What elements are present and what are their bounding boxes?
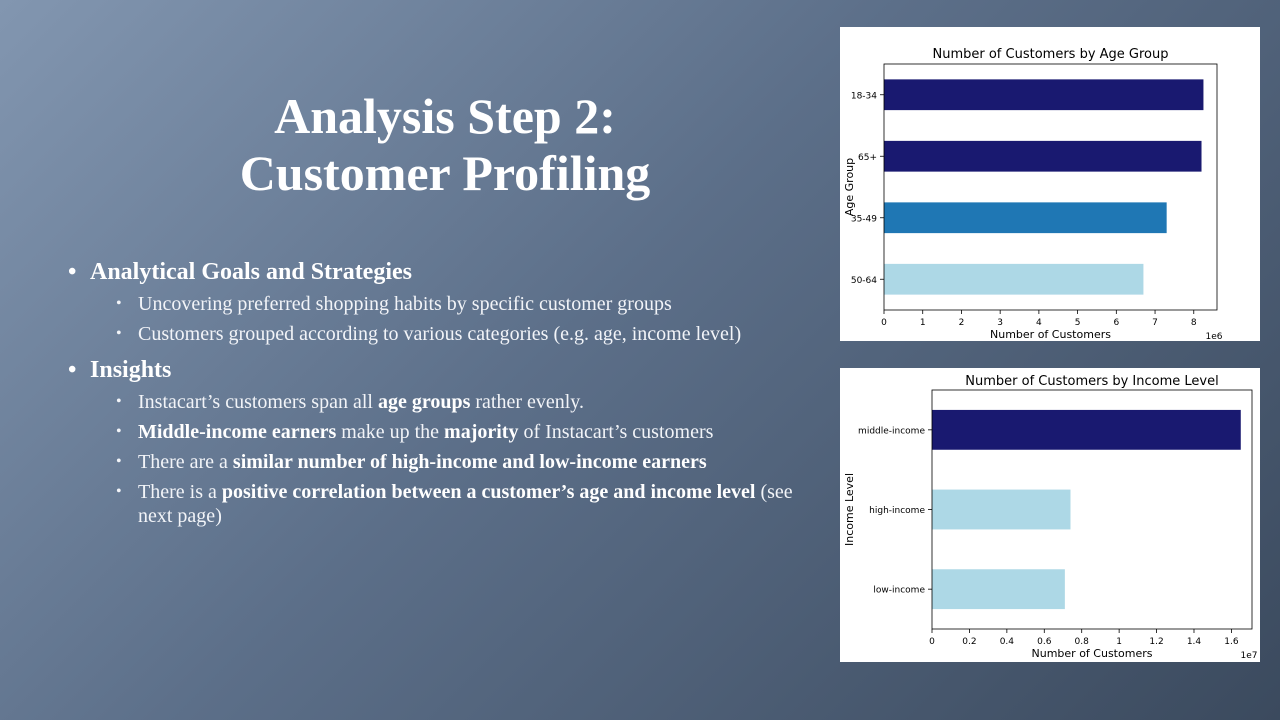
- chart-title: Number of Customers by Income Level: [965, 374, 1218, 389]
- x-tick-label: 1.2: [1149, 637, 1163, 647]
- sub-bullet: Instacart’s customers span all age group…: [116, 390, 803, 414]
- x-tick-label: 1: [920, 318, 926, 328]
- bar-high-income: [932, 489, 1071, 530]
- bold-text: majority: [444, 421, 519, 443]
- x-axis-label: Number of Customers: [1032, 647, 1153, 660]
- x-tick-label: 0: [929, 637, 935, 647]
- y-tick-label: 50-64: [851, 276, 877, 286]
- x-tick-label: 0.6: [1037, 637, 1052, 647]
- x-tick-label: 0: [881, 318, 887, 328]
- bar-18-34: [884, 79, 1204, 111]
- sub-bullet: Middle-income earners make up the majori…: [116, 420, 803, 444]
- chart-title: Number of Customers by Age Group: [933, 47, 1169, 62]
- income-level-chart-svg: Number of Customers by Income Level middl…: [843, 374, 1258, 661]
- x-axis-label: Number of Customers: [990, 328, 1111, 341]
- bar-50-64: [884, 263, 1144, 295]
- slide-title: Analysis Step 2: Customer Profiling: [150, 88, 740, 202]
- x-tick-label: 0.2: [962, 637, 976, 647]
- bold-text: similar number of high-income and low-in…: [232, 451, 707, 473]
- y-tick-label: 35-49: [851, 214, 877, 224]
- plot-frame: [883, 63, 1218, 311]
- sub-bullet-list: Uncovering preferred shopping habits by …: [68, 292, 803, 346]
- sub-bullet: Customers grouped according to various c…: [116, 322, 803, 346]
- y-tick-label: 18-34: [851, 91, 877, 101]
- text: There is a: [138, 481, 222, 503]
- bold-text: age groups: [377, 391, 471, 413]
- text: Customers grouped according to various c…: [138, 323, 742, 345]
- bar-middle-income: [932, 409, 1241, 450]
- x-tick-label: 1: [1116, 637, 1122, 647]
- x-scale-note: 1e7: [1241, 651, 1258, 661]
- age-group-chart: Number of Customers by Age Group 18-34 65+…: [840, 27, 1260, 341]
- title-line-1: Analysis Step 2:: [274, 88, 616, 144]
- text: rather evenly.: [470, 391, 585, 413]
- sub-bullet: Uncovering preferred shopping habits by …: [116, 292, 803, 316]
- bullet-list: Analytical Goals and Strategies Uncoverin…: [68, 256, 803, 536]
- sub-bullet: There are a similar number of high-incom…: [116, 450, 803, 474]
- y-axis-label: Income Level: [843, 473, 856, 546]
- section-heading: Insights: [68, 354, 803, 386]
- y-tick-label: 65+: [858, 153, 877, 163]
- x-tick-label: 0.8: [1075, 637, 1090, 647]
- x-tick-label: 1.6: [1224, 637, 1239, 647]
- age-group-chart-svg: Number of Customers by Age Group 18-34 65+…: [843, 47, 1223, 341]
- sub-bullet: There is a positive correlation between …: [116, 480, 803, 528]
- x-scale-note: 1e6: [1206, 332, 1223, 341]
- plot-frame: [931, 389, 1253, 630]
- text: Instacart’s customers span all: [138, 391, 378, 413]
- x-tick-label: 2: [959, 318, 965, 328]
- text: Uncovering preferred shopping habits by …: [138, 293, 672, 315]
- bold-text: Middle-income earners: [138, 421, 337, 443]
- section-heading: Analytical Goals and Strategies: [68, 256, 803, 288]
- bar-65+: [884, 140, 1202, 172]
- x-tick-label: 5: [1075, 318, 1081, 328]
- income-level-chart: Number of Customers by Income Level middl…: [840, 368, 1260, 662]
- title-line-2: Customer Profiling: [239, 145, 651, 201]
- text: There are a: [138, 451, 233, 473]
- x-tick-label: 3: [997, 318, 1003, 328]
- x-tick-label: 4: [1036, 318, 1042, 328]
- x-tick-label: 0.4: [1000, 637, 1015, 647]
- text: make up the: [336, 421, 445, 443]
- y-tick-label: high-income: [869, 506, 925, 516]
- x-tick-label: 8: [1191, 318, 1197, 328]
- text: (see next page): [138, 481, 793, 527]
- x-tick-label: 1.4: [1187, 637, 1202, 647]
- bar-35-49: [884, 202, 1167, 234]
- x-tick-label: 7: [1152, 318, 1158, 328]
- x-tick-label: 6: [1113, 318, 1119, 328]
- bold-text: positive correlation between a customer’…: [221, 481, 756, 503]
- y-tick-label: middle-income: [858, 426, 925, 436]
- y-tick-label: low-income: [873, 586, 925, 596]
- bar-low-income: [932, 569, 1065, 610]
- y-axis-label: Age Group: [843, 158, 856, 216]
- sub-bullet-list: Instacart’s customers span all age group…: [68, 390, 803, 528]
- text: of Instacart’s customers: [518, 421, 714, 443]
